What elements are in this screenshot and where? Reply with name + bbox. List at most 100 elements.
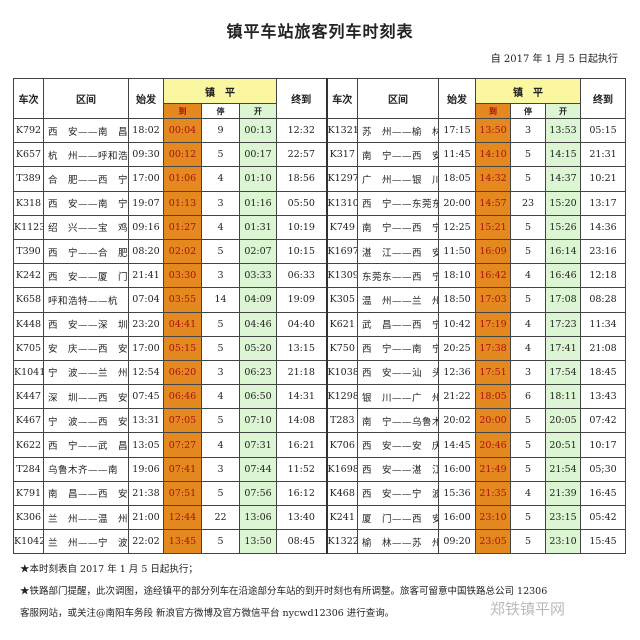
route: 南 宁——西 安 [357, 142, 440, 168]
stop-minutes: 9 [201, 117, 240, 144]
depart-time: 16:46 [545, 263, 582, 289]
terminal-time: 08:45 [276, 529, 328, 555]
route: 厦 门——西 安 [357, 504, 440, 531]
route: 广 州——银 川 [357, 166, 440, 192]
origin-time: 17:15 [438, 117, 477, 144]
terminal-time: 13:15 [276, 335, 328, 361]
arrive-time: 12:44 [163, 504, 202, 531]
origin-time: 20:02 [438, 408, 477, 434]
origin-time: 12:54 [128, 359, 164, 386]
route: 安 庆——西 安 [43, 335, 129, 361]
arrive-time: 00:12 [163, 142, 202, 168]
route: 西 安——宁 波 [357, 480, 440, 507]
terminal-time: 10:19 [276, 214, 328, 240]
stop-minutes: 5 [201, 311, 240, 337]
arrive-time: 21:49 [475, 456, 512, 482]
stop-minutes: 3 [201, 263, 240, 289]
terminal-time: 10:15 [276, 238, 328, 265]
origin-time: 12:25 [438, 214, 477, 240]
depart-time: 05:20 [238, 335, 278, 361]
page-title: 镇平车站旅客列车时刻表 [226, 22, 414, 41]
train-number: K1042 [13, 529, 44, 555]
header-route: 区间 [357, 78, 440, 119]
stop-minutes: 4 [201, 384, 240, 410]
depart-time: 01:31 [238, 214, 278, 240]
train-number: K242 [13, 263, 44, 289]
origin-time: 20:00 [438, 190, 477, 216]
route: 武 昌——西 宁 [357, 311, 440, 337]
table-row: K1041 宁 波——兰 州 12:54 06:20 3 06:23 21:18 K1038 西… [13, 359, 627, 386]
depart-time: 07:56 [238, 480, 278, 507]
table-row: K242 西 安——厦 门 21:41 03:30 3 03:33 06:33 K1309 东莞… [13, 263, 627, 289]
depart-time: 21:54 [545, 456, 582, 482]
depart-time: 03:33 [238, 263, 278, 289]
stop-minutes: 3 [510, 117, 547, 144]
header-depart: 开 [238, 103, 278, 119]
table-row: T390 西 宁——合 肥 08:20 02:02 5 02:07 10:15 K1697 湛 … [13, 238, 627, 265]
header-train: 车次 [325, 78, 359, 119]
depart-time: 21:39 [545, 480, 582, 507]
arrive-time: 01:13 [163, 190, 202, 216]
origin-time: 17:00 [128, 335, 164, 361]
header-station: 镇 平 [475, 78, 582, 104]
train-number: K1041 [13, 359, 44, 386]
arrive-time: 01:06 [163, 166, 202, 192]
arrive-time: 16:09 [475, 238, 512, 265]
arrive-time: 03:55 [163, 287, 202, 313]
terminal-time: 21:08 [580, 335, 627, 361]
stop-minutes: 5 [510, 142, 547, 168]
header-terminal: 终到 [276, 78, 328, 119]
route: 呼和浩特——杭 州 [43, 287, 129, 313]
arrive-time: 17:19 [475, 311, 512, 337]
header-train: 车次 [13, 78, 44, 119]
origin-time: 09:16 [128, 214, 164, 240]
depart-time: 04:09 [238, 287, 278, 313]
train-number: K447 [13, 384, 44, 410]
origin-time: 21:00 [128, 504, 164, 531]
origin-time: 21:22 [438, 384, 477, 410]
terminal-time: 16:12 [276, 480, 328, 507]
origin-time: 10:42 [438, 311, 477, 337]
origin-time: 12:36 [438, 359, 477, 386]
train-number: K657 [13, 142, 44, 168]
terminal-time: 07:42 [580, 408, 627, 434]
stop-minutes: 4 [201, 432, 240, 458]
train-number: T284 [13, 456, 44, 482]
depart-time: 14:15 [545, 142, 582, 168]
stop-minutes: 14 [201, 287, 240, 313]
origin-time: 13:05 [128, 432, 164, 458]
depart-time: 01:16 [238, 190, 278, 216]
stop-minutes: 5 [510, 432, 547, 458]
depart-time: 18:11 [545, 384, 582, 410]
route: 宁 波——兰 州 [43, 359, 129, 386]
stop-minutes: 5 [510, 529, 547, 555]
terminal-time: 11:34 [580, 311, 627, 337]
stop-minutes: 4 [510, 263, 547, 289]
header-depart: 开 [545, 103, 582, 119]
route: 合 肥——西 宁 [43, 166, 129, 192]
arrive-time: 17:03 [475, 287, 512, 313]
stop-minutes: 6 [510, 384, 547, 410]
origin-time: 19:06 [128, 456, 164, 482]
origin-time: 09:30 [128, 142, 164, 168]
stop-minutes: 4 [201, 166, 240, 192]
arrive-time: 17:51 [475, 359, 512, 386]
origin-time: 21:38 [128, 480, 164, 507]
train-number: K1309 [325, 263, 359, 289]
train-number: K658 [13, 287, 44, 313]
stop-minutes: 3 [201, 359, 240, 386]
terminal-time: 04:40 [276, 311, 328, 337]
table-row: K1123 绍 兴——宝 鸡 09:16 01:27 4 01:31 10:19 K749 南 … [13, 214, 627, 240]
origin-time: 18:05 [438, 166, 477, 192]
train-number: K305 [325, 287, 359, 313]
route: 兰 州——温 州 [43, 504, 129, 531]
depart-time: 17:54 [545, 359, 582, 386]
depart-time: 00:13 [238, 117, 278, 144]
header-stop: 停 [510, 103, 547, 119]
terminal-time: 12:18 [580, 263, 627, 289]
arrive-time: 14:57 [475, 190, 512, 216]
depart-time: 02:07 [238, 238, 278, 265]
origin-time: 22:02 [128, 529, 164, 555]
